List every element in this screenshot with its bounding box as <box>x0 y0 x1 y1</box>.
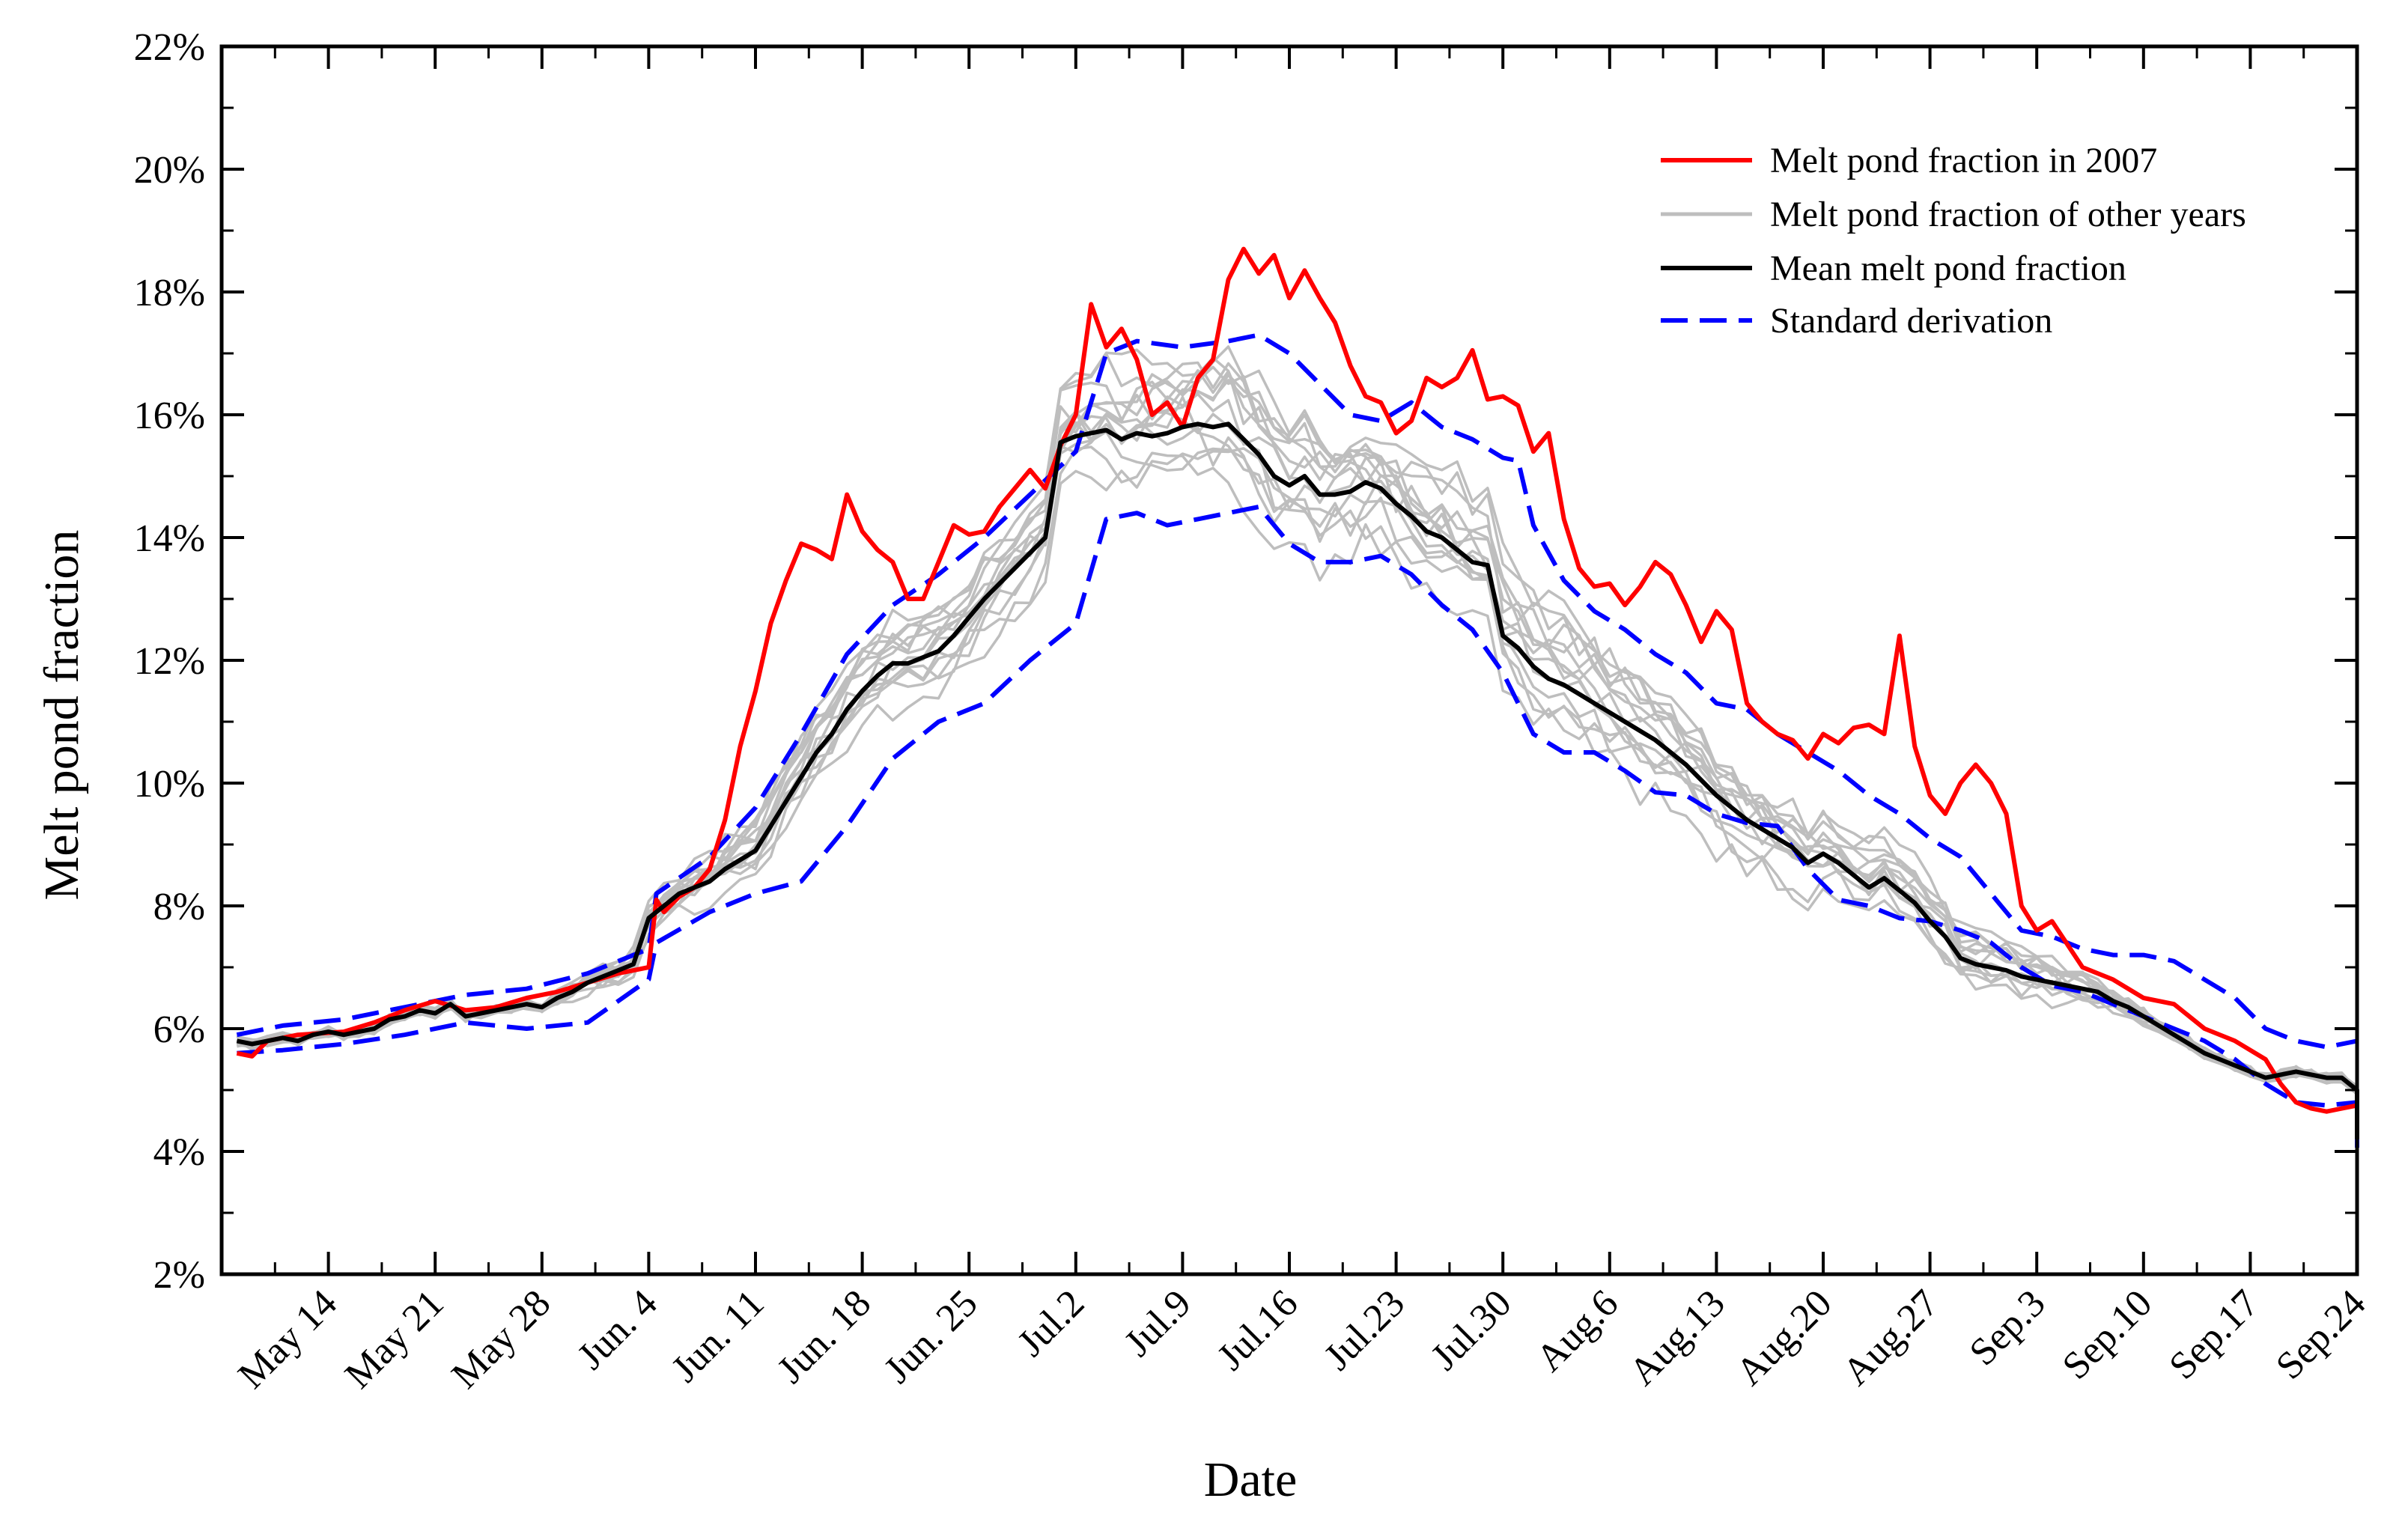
other-year-line <box>236 447 2359 1142</box>
x-tick-label: Aug.27 <box>1834 1282 1947 1394</box>
x-tick-label: Jul.16 <box>1209 1282 1306 1378</box>
legend-label-other-years: Melt pond fraction of other years <box>1770 195 2246 234</box>
std-upper-line <box>236 332 2358 1050</box>
other-year-line <box>237 445 2359 1142</box>
axes-group <box>219 44 2359 1276</box>
series-2007-line <box>236 246 2358 1114</box>
other-year-line <box>236 345 2359 1144</box>
other-year-line <box>237 369 2359 1135</box>
y-tick-label: 18% <box>134 272 205 314</box>
y-axis-title: Melt pond fraction <box>34 530 89 901</box>
other-year-line <box>236 421 2359 1138</box>
y-tick-label: 12% <box>134 640 205 683</box>
x-axis-title: Date <box>1204 1452 1298 1507</box>
x-tick-label: May 21 <box>337 1282 452 1397</box>
x-tick-label: Jun. 18 <box>770 1282 880 1392</box>
legend-label-mean: Mean melt pond fraction <box>1770 249 2126 288</box>
other-year-line <box>236 379 2359 1143</box>
y-tick-label: 20% <box>134 149 205 192</box>
y-tick-label: 2% <box>153 1254 205 1297</box>
other-year-line <box>237 373 2359 1143</box>
x-tick-label: Sep.17 <box>2161 1282 2266 1387</box>
legend-label-std: Standard derivation <box>1770 301 2052 341</box>
std-lower-line <box>237 505 2359 1151</box>
mean-line <box>236 421 2359 1139</box>
y-tick-label: 6% <box>153 1008 205 1051</box>
legend: Melt pond fraction in 2007 Melt pond fra… <box>1661 141 2246 341</box>
other-year-line <box>237 410 2359 1144</box>
x-tick-label: Sep.3 <box>1962 1282 2054 1374</box>
x-tick-label: Sep.10 <box>2055 1282 2160 1387</box>
x-tick-label: Jul.2 <box>1009 1282 1092 1365</box>
y-tick-label: 8% <box>153 886 205 928</box>
x-tick-label: Jun. 4 <box>570 1282 666 1378</box>
x-tick-label: May 14 <box>230 1282 345 1397</box>
y-tick-label: 22% <box>134 26 205 69</box>
x-tick-label: Jul.23 <box>1316 1282 1413 1378</box>
other-year-line <box>237 410 2359 1144</box>
x-tick-label: Aug.13 <box>1621 1282 1733 1394</box>
x-tick-label: Jun. 11 <box>663 1282 772 1390</box>
y-tick-label: 4% <box>153 1131 205 1174</box>
x-tick-label: Jul.30 <box>1423 1282 1520 1378</box>
x-tick-label: May 28 <box>444 1282 559 1397</box>
x-tick-label: Aug.6 <box>1528 1282 1626 1380</box>
x-tick-label: Jul.9 <box>1116 1282 1200 1365</box>
x-tick-label: Jun. 25 <box>876 1282 986 1392</box>
y-tick-label: 10% <box>134 763 205 806</box>
x-tick-label: Sep.24 <box>2268 1282 2374 1387</box>
y-tick-label: 16% <box>134 395 205 437</box>
other-year-line <box>237 353 2359 1138</box>
x-tick-label: Aug.20 <box>1728 1282 1840 1394</box>
series-lines-group <box>236 246 2359 1151</box>
y-tick-label: 14% <box>134 517 205 560</box>
legend-label-2007: Melt pond fraction in 2007 <box>1770 141 2157 180</box>
